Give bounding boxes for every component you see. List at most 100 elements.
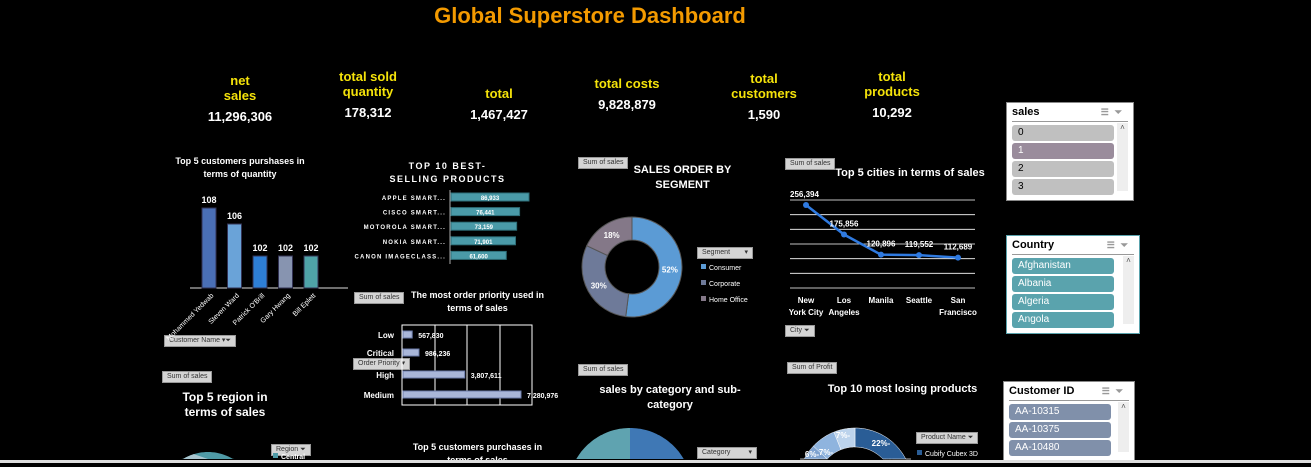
slicer-item[interactable]: Afghanistan	[1012, 258, 1114, 274]
kpi-label: net sales	[223, 73, 257, 103]
slicer-scrollbar[interactable]: ˄	[1118, 402, 1129, 452]
data-label: 71,901	[474, 240, 493, 246]
pie-slice	[630, 428, 686, 459]
bar	[227, 223, 242, 289]
kpi-card: total costs 9,828,879	[557, 76, 697, 112]
slicer-customer-id[interactable]: Customer ID ☰⏷ AA-10315 AA-10375 AA-10480 ˄	[1003, 381, 1135, 462]
dashboard-title: Global Superstore Dashboard	[434, 3, 746, 28]
bar	[278, 255, 293, 289]
clear-filter-icon[interactable]: ⏷	[1115, 386, 1129, 396]
data-label: 61,600	[469, 254, 488, 260]
slicer-item[interactable]: AA-10480	[1009, 440, 1111, 456]
data-label: 76,441	[476, 211, 495, 217]
tick-label: High	[376, 371, 394, 380]
tag-label: Category	[702, 449, 731, 456]
data-point	[841, 231, 847, 238]
legend-swatch	[917, 450, 922, 455]
slicer-country[interactable]: Country ☰⏷ Afghanistan Albania Algeria Angola…	[1006, 235, 1140, 334]
sum-of-sales-tag[interactable]: Sum of sales	[578, 364, 629, 376]
clear-filter-icon[interactable]: ⏷	[1120, 240, 1134, 250]
tag-label: City	[790, 327, 803, 334]
tick-label: Bill Eplett	[292, 292, 318, 318]
kpi-label: total customers	[731, 71, 797, 101]
tick-label: Angeles	[828, 308, 860, 317]
data-label: 7,280,976	[527, 393, 558, 400]
bar	[450, 236, 517, 246]
multi-select-icon[interactable]: ☰	[1101, 386, 1116, 396]
bar	[402, 390, 522, 399]
data-label: 18%	[604, 231, 620, 240]
data-label: 106	[227, 211, 242, 221]
legend-label: Central	[281, 454, 305, 460]
data-label: 108	[201, 195, 216, 205]
bar	[450, 207, 521, 217]
kpi-label: total sold quantity	[339, 69, 397, 99]
tag-label: Product Name	[921, 434, 966, 441]
legend-label: Cubify Cubex 3D	[925, 451, 978, 458]
dropdown-icon: ▾	[748, 449, 752, 456]
sum-of-profit-tag[interactable]: Sum of Profit	[787, 362, 838, 374]
bar	[201, 207, 217, 289]
slicer-item[interactable]: 2	[1012, 161, 1114, 177]
bar	[450, 221, 518, 231]
clear-filter-icon[interactable]: ⏷	[1114, 107, 1128, 117]
kpi-value: 10,292	[872, 105, 912, 120]
data-label: 7%-	[836, 431, 851, 440]
slicer-item[interactable]: 3	[1012, 179, 1114, 195]
tick-label: Seattle	[906, 296, 933, 305]
slicer-item[interactable]: 1	[1012, 143, 1114, 159]
chart-title-order-priority: The most order priority used in terms of…	[410, 290, 545, 313]
slicer-item[interactable]: AA-10315	[1009, 404, 1111, 420]
kpi-value: 11,296,306	[207, 109, 273, 124]
slicer-item[interactable]: Albania	[1012, 276, 1114, 292]
bar	[450, 192, 530, 202]
filter-icon: ▾⏷	[221, 337, 232, 344]
bar	[402, 330, 413, 339]
slicer-scrollbar[interactable]: ˄	[1123, 256, 1134, 324]
kpi-value: 9,828,879	[598, 97, 656, 112]
tick-label: New	[798, 296, 815, 305]
data-point	[878, 251, 884, 258]
product-name-filter[interactable]: Product Name ⏷	[916, 432, 979, 444]
slicer-title: Customer ID	[1009, 385, 1075, 397]
data-label: 86,933	[481, 196, 500, 202]
sum-of-sales-tag[interactable]: Sum of sales	[162, 371, 213, 383]
tick-label: APPLE SMART...	[382, 196, 446, 202]
data-label: 986,236	[425, 351, 450, 358]
bar	[402, 370, 466, 379]
chart-title-best-selling: TOP 10 BEST-SELLING PRODUCTS	[389, 161, 506, 184]
scrollbar[interactable]	[0, 460, 1311, 463]
data-label: 3,807,611	[471, 373, 502, 380]
slicer-item[interactable]: Algeria	[1012, 294, 1114, 310]
order-priority-filter[interactable]: Order Priority ▾	[353, 358, 411, 370]
data-label: 30%	[591, 281, 607, 290]
city-filter[interactable]: City ⏷	[785, 325, 815, 337]
chart-title-segment: SALES ORDER BY SEGMENT	[633, 164, 732, 191]
legend-swatch	[701, 280, 706, 285]
multi-select-icon[interactable]: ☰	[1100, 107, 1115, 117]
legend-label: Home Office	[709, 297, 748, 304]
slicer-sales[interactable]: sales ☰⏷ 0 1 2 3 ˄	[1006, 102, 1134, 201]
segment-filter[interactable]: Segment ▾	[697, 247, 753, 259]
tick-label: San	[951, 296, 966, 305]
tick-label: MOTOROLA SMART...	[364, 225, 446, 231]
slicer-item[interactable]: 0	[1012, 125, 1114, 141]
bar	[450, 250, 507, 260]
slicer-item[interactable]: AA-10375	[1009, 422, 1111, 438]
tag-label: Region	[276, 446, 299, 453]
sum-of-sales-tag[interactable]: Sum of sales	[578, 157, 629, 169]
sum-of-sales-tag[interactable]: Sum of sales	[354, 292, 405, 304]
chart-title-category: sales by category and sub-category	[599, 384, 741, 411]
region-filter[interactable]: Region ⏷	[271, 444, 311, 456]
slicer-item[interactable]: Angola	[1012, 312, 1114, 328]
donut-slice	[586, 216, 633, 257]
tick-label: NOKIA SMART...	[383, 240, 446, 246]
slicer-scrollbar[interactable]: ˄	[1117, 123, 1128, 191]
sum-of-sales-tag[interactable]: Sum of sales	[785, 158, 836, 170]
category-filter[interactable]: Category ▾	[697, 447, 757, 459]
customer-name-filter[interactable]: Customer Name ▾⏷	[164, 335, 237, 347]
data-point	[916, 252, 922, 259]
tick-label: CISCO SMART...	[383, 211, 446, 217]
multi-select-icon[interactable]: ☰	[1106, 240, 1121, 250]
